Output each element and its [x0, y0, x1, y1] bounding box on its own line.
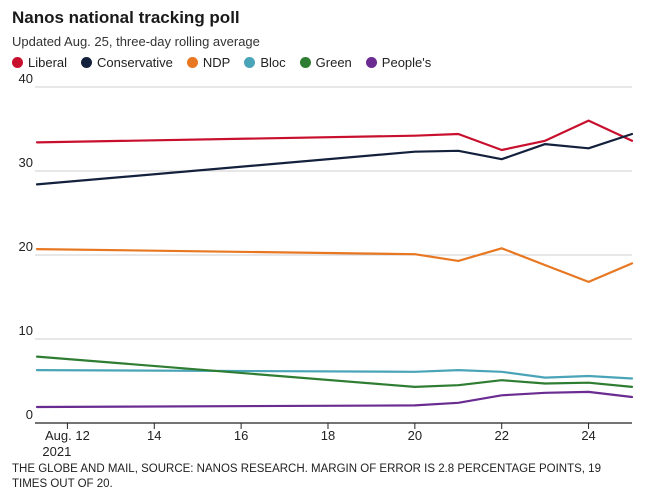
series-line-ndp — [35, 247, 634, 283]
x-tick-label: Aug. 12 — [45, 428, 90, 443]
y-axis: 0 10 20 30 40 — [19, 71, 33, 422]
y-tick-label: 40 — [19, 71, 33, 86]
legend-swatch — [299, 57, 311, 68]
chart-subtitle: Updated Aug. 25, three-day rolling avera… — [12, 34, 260, 49]
y-tick-label: 0 — [26, 407, 33, 422]
series-line-people-s — [35, 390, 634, 409]
series-lines — [35, 119, 634, 409]
legend-item-people-s: People's — [365, 55, 432, 70]
source-note: THE GLOBE AND MAIL, SOURCE: NANOS RESEAR… — [12, 463, 601, 490]
legend-label: Bloc — [260, 55, 286, 70]
y-tick-label: 20 — [19, 239, 33, 254]
series-line-liberal — [35, 119, 634, 152]
x-tick-label: 22 — [494, 428, 508, 443]
x-tick-label: 14 — [147, 428, 161, 443]
legend-item-conservative: Conservative — [81, 55, 173, 70]
x-tick-year-label: 2021 — [42, 444, 71, 459]
y-tick-label: 30 — [19, 155, 33, 170]
y-tick-label: 10 — [19, 323, 33, 338]
x-tick-label: 20 — [408, 428, 422, 443]
legend-label: Green — [315, 55, 352, 70]
legend-swatch — [81, 57, 93, 68]
legend-label: People's — [381, 55, 432, 70]
gridlines — [35, 86, 632, 424]
legend-swatch — [12, 57, 23, 68]
legend-swatch — [365, 57, 377, 68]
x-tick-label: 24 — [581, 428, 595, 443]
series-line-conservative — [35, 132, 634, 186]
legend-label: Liberal — [28, 55, 68, 70]
legend-swatch — [186, 57, 198, 68]
legend-label: NDP — [202, 55, 231, 70]
series-line-bloc — [35, 369, 634, 380]
x-tick-label: 18 — [321, 428, 335, 443]
legend-item-ndp: NDP — [186, 55, 231, 70]
series-line-green — [35, 355, 634, 388]
legend-item-bloc: Bloc — [244, 55, 286, 70]
x-tick-label: 16 — [234, 428, 248, 443]
legend: Liberal Conservative NDP Bloc Green People's — [12, 55, 445, 70]
legend-label: Conservative — [97, 55, 173, 70]
legend-swatch — [244, 57, 256, 68]
chart-title: Nanos national tracking poll — [12, 8, 240, 27]
legend-item-green: Green — [299, 55, 352, 70]
legend-item-liberal: Liberal — [12, 55, 67, 70]
